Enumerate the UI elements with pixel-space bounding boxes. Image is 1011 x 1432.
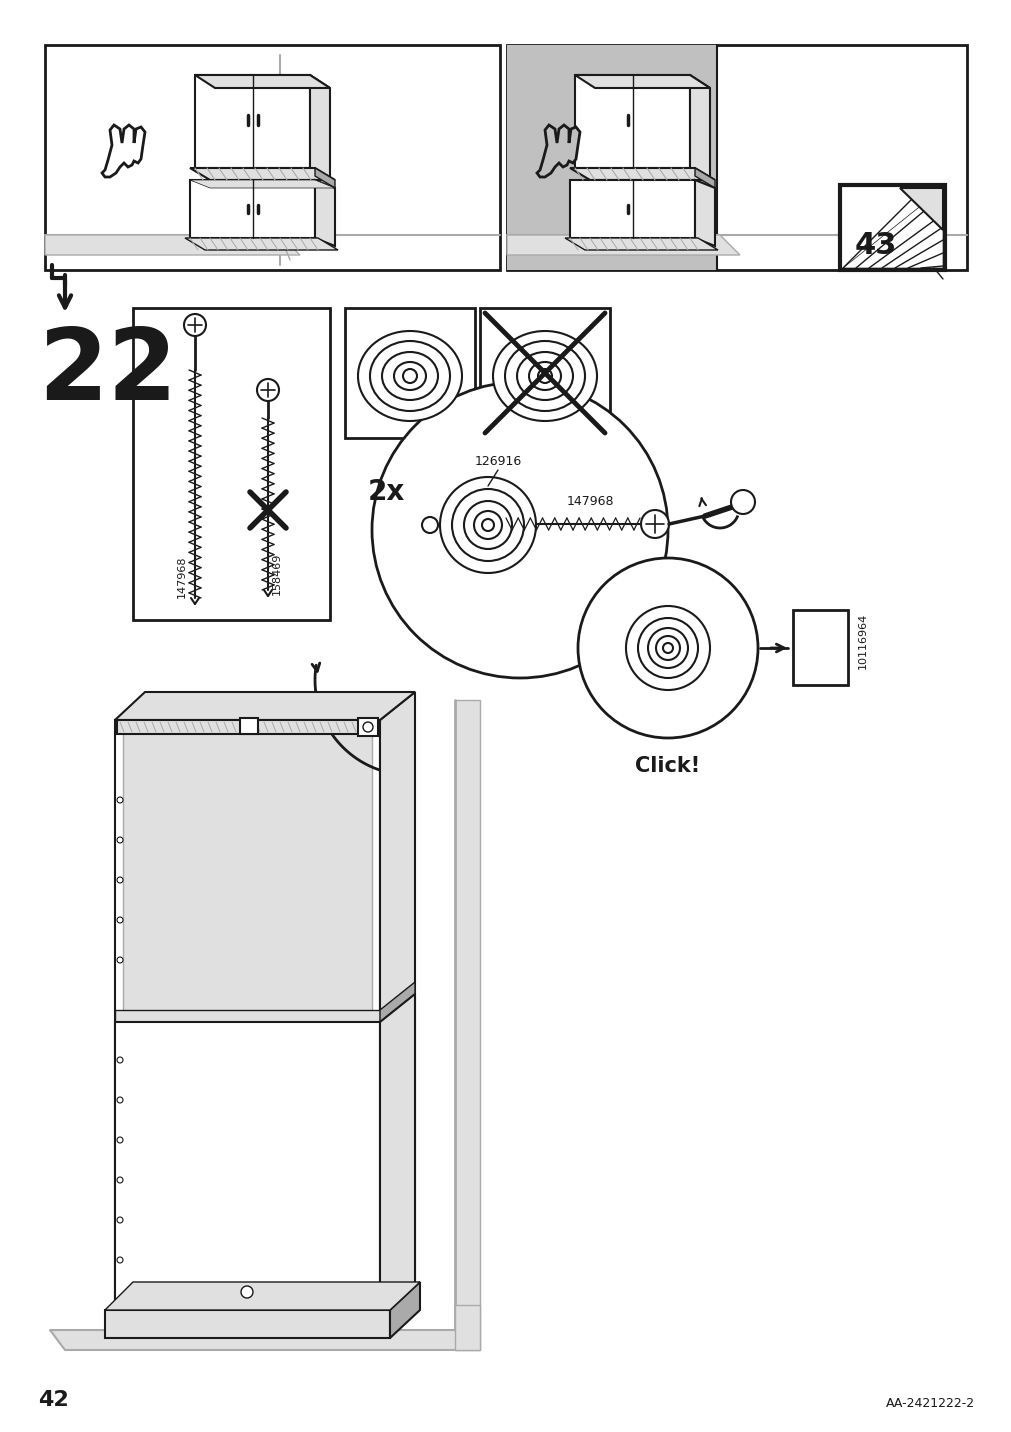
Ellipse shape [370, 341, 450, 411]
Circle shape [117, 957, 123, 962]
Text: 42: 42 [38, 1390, 69, 1411]
Circle shape [647, 629, 687, 667]
Circle shape [117, 1137, 123, 1143]
Circle shape [440, 477, 536, 573]
Bar [117, 720, 378, 735]
Text: 22: 22 [38, 324, 177, 421]
Circle shape [473, 511, 501, 538]
Ellipse shape [492, 331, 596, 421]
Polygon shape [309, 74, 330, 178]
Bar [132, 308, 330, 620]
Bar [105, 1310, 389, 1337]
Text: 147968: 147968 [566, 495, 613, 508]
Circle shape [538, 369, 551, 382]
Circle shape [637, 619, 698, 677]
Circle shape [730, 490, 754, 514]
Polygon shape [185, 238, 338, 251]
Polygon shape [190, 168, 335, 180]
Circle shape [402, 369, 417, 382]
Text: 147968: 147968 [177, 556, 187, 599]
Polygon shape [115, 692, 415, 720]
Circle shape [481, 518, 493, 531]
Bar [115, 1010, 379, 1022]
Polygon shape [574, 74, 690, 168]
Polygon shape [314, 168, 335, 188]
Polygon shape [379, 982, 415, 1022]
Circle shape [626, 606, 710, 690]
Bar [115, 1022, 379, 1310]
Polygon shape [389, 1282, 420, 1337]
Circle shape [184, 314, 206, 337]
Ellipse shape [529, 362, 560, 390]
Polygon shape [899, 188, 942, 231]
Bar [240, 717, 258, 735]
Bar [479, 308, 610, 438]
Polygon shape [842, 188, 942, 268]
Polygon shape [190, 180, 335, 188]
Circle shape [452, 488, 524, 561]
Circle shape [117, 916, 123, 924]
Text: Click!: Click! [635, 756, 700, 776]
Polygon shape [102, 125, 145, 178]
Circle shape [117, 1257, 123, 1263]
Circle shape [117, 1217, 123, 1223]
Polygon shape [569, 180, 695, 238]
Polygon shape [690, 74, 710, 178]
Polygon shape [50, 1330, 469, 1350]
Text: 2x: 2x [368, 478, 404, 505]
Polygon shape [195, 74, 309, 168]
Bar [115, 720, 379, 1310]
Ellipse shape [393, 362, 426, 390]
Polygon shape [455, 1305, 479, 1350]
Bar [44, 44, 499, 271]
Polygon shape [195, 74, 330, 87]
Polygon shape [314, 180, 335, 246]
Polygon shape [695, 180, 715, 246]
Text: AA-2421222-2: AA-2421222-2 [885, 1398, 974, 1411]
Circle shape [655, 636, 679, 660]
Polygon shape [564, 238, 717, 251]
Circle shape [577, 558, 757, 737]
Circle shape [117, 1097, 123, 1103]
Polygon shape [695, 168, 715, 188]
Bar [358, 717, 378, 736]
Polygon shape [105, 1282, 420, 1310]
Ellipse shape [517, 352, 572, 400]
Circle shape [422, 517, 438, 533]
Circle shape [117, 798, 123, 803]
Bar [507, 44, 967, 271]
Circle shape [662, 643, 672, 653]
Circle shape [363, 722, 373, 732]
Bar [507, 44, 716, 271]
Circle shape [257, 379, 279, 401]
Bar [839, 185, 944, 271]
Polygon shape [574, 74, 710, 87]
Circle shape [372, 382, 667, 677]
Polygon shape [379, 692, 415, 1310]
Ellipse shape [358, 331, 462, 421]
Polygon shape [455, 700, 479, 1350]
Text: 158469: 158469 [272, 553, 282, 596]
Circle shape [463, 501, 512, 548]
Circle shape [117, 1177, 123, 1183]
Polygon shape [44, 235, 299, 255]
Ellipse shape [504, 341, 584, 411]
Bar [123, 727, 372, 1302]
Polygon shape [569, 168, 715, 180]
Bar [345, 308, 474, 438]
Circle shape [117, 1057, 123, 1063]
Ellipse shape [381, 352, 438, 400]
Text: 10116964: 10116964 [857, 613, 867, 669]
Circle shape [640, 510, 668, 538]
Circle shape [241, 1286, 253, 1297]
Circle shape [117, 876, 123, 884]
Text: 43: 43 [854, 231, 897, 261]
Polygon shape [190, 180, 314, 238]
Bar [793, 610, 847, 684]
Text: 126916: 126916 [474, 455, 521, 468]
Polygon shape [537, 125, 579, 178]
Polygon shape [507, 235, 739, 255]
Circle shape [117, 836, 123, 843]
Polygon shape [379, 994, 415, 1310]
